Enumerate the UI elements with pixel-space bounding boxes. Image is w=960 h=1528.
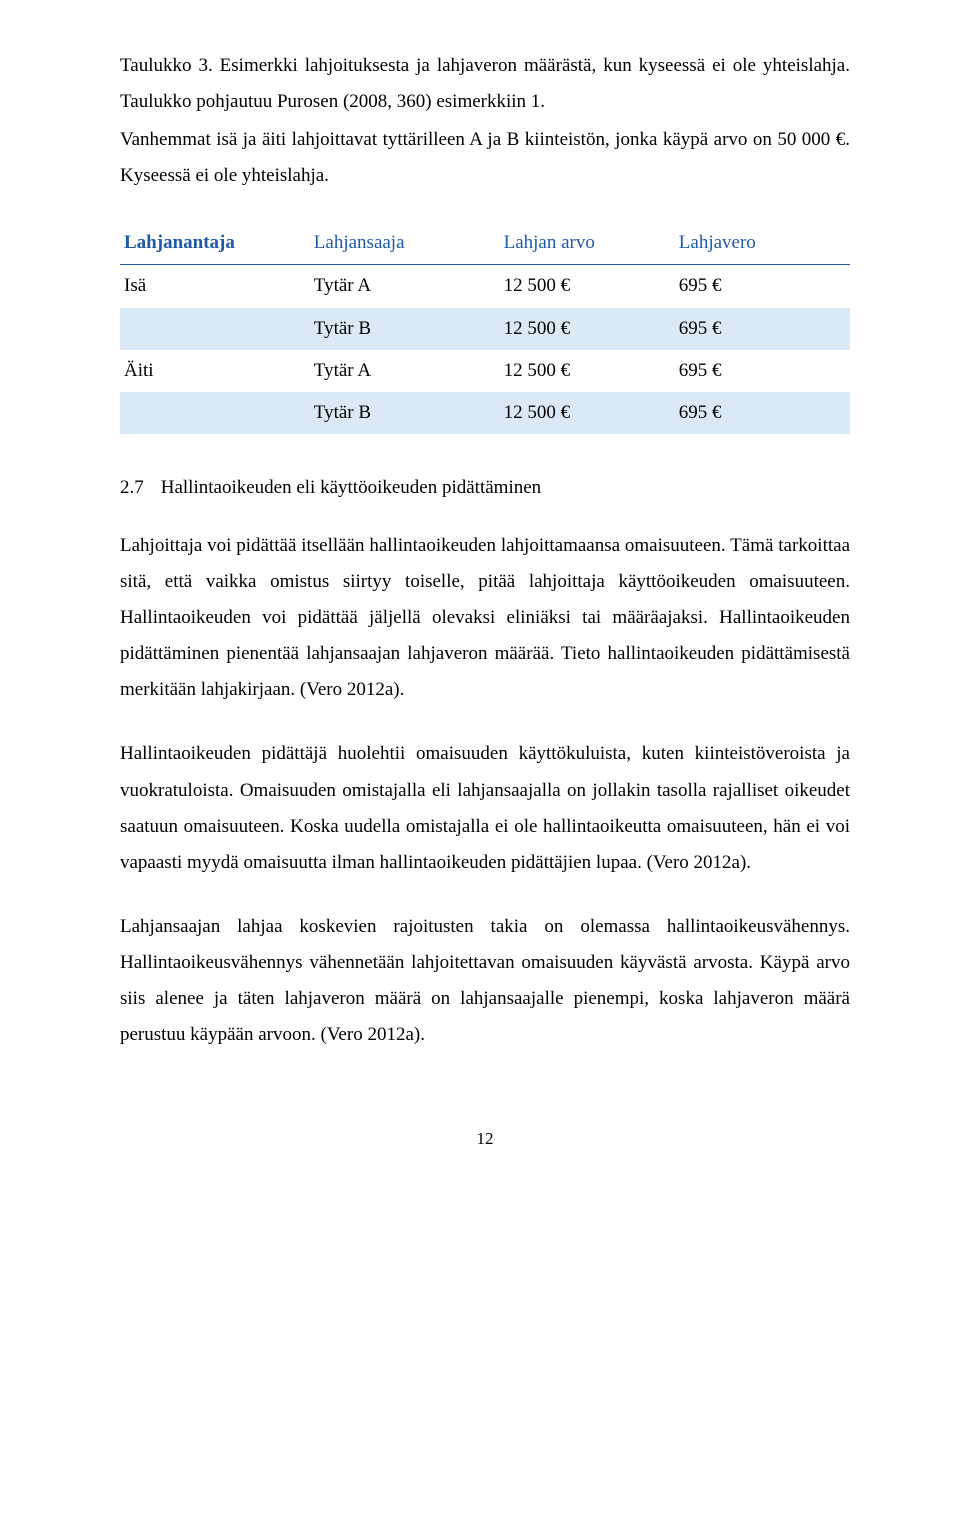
table-cell: 695 € — [675, 308, 850, 350]
table-row: Tytär B 12 500 € 695 € — [120, 392, 850, 434]
table-cell: 695 € — [675, 392, 850, 434]
table-header-row: Lahjanantaja Lahjansaaja Lahjan arvo Lah… — [120, 222, 850, 265]
body-paragraph: Lahjansaajan lahjaa koskevien rajoituste… — [120, 909, 850, 1053]
table-cell: Tytär A — [310, 265, 500, 308]
table-cell: 695 € — [675, 265, 850, 308]
table-cell: 12 500 € — [500, 392, 675, 434]
table-cell — [120, 308, 310, 350]
body-paragraph: Hallintaoikeuden pidättäjä huolehtii oma… — [120, 736, 850, 880]
lead-paragraph: Vanhemmat isä ja äiti lahjoittavat tyttä… — [120, 122, 850, 194]
table-header-cell: Lahjanantaja — [120, 222, 310, 265]
table-cell: Äiti — [120, 350, 310, 392]
table-cell: Tytär B — [310, 392, 500, 434]
table-row: Äiti Tytär A 12 500 € 695 € — [120, 350, 850, 392]
table-cell: Tytär A — [310, 350, 500, 392]
table-cell: 12 500 € — [500, 265, 675, 308]
table-row: Isä Tytär A 12 500 € 695 € — [120, 265, 850, 308]
table-cell: 695 € — [675, 350, 850, 392]
section-number: 2.7 — [120, 470, 156, 506]
table-cell: 12 500 € — [500, 350, 675, 392]
table-cell: Isä — [120, 265, 310, 308]
table-header-cell: Lahjan arvo — [500, 222, 675, 265]
section-heading: 2.7 Hallintaoikeuden eli käyttöoikeuden … — [120, 470, 850, 506]
table-row: Tytär B 12 500 € 695 € — [120, 308, 850, 350]
gift-tax-table: Lahjanantaja Lahjansaaja Lahjan arvo Lah… — [120, 222, 850, 433]
table-cell — [120, 392, 310, 434]
table-header-cell: Lahjavero — [675, 222, 850, 265]
body-paragraph: Lahjoittaja voi pidättää itsellään halli… — [120, 528, 850, 708]
table-cell: 12 500 € — [500, 308, 675, 350]
page-number: 12 — [120, 1123, 850, 1155]
table-cell: Tytär B — [310, 308, 500, 350]
section-title: Hallintaoikeuden eli käyttöoikeuden pidä… — [161, 477, 541, 498]
table-header-cell: Lahjansaaja — [310, 222, 500, 265]
table-caption: Taulukko 3. Esimerkki lahjoituksesta ja … — [120, 48, 850, 120]
